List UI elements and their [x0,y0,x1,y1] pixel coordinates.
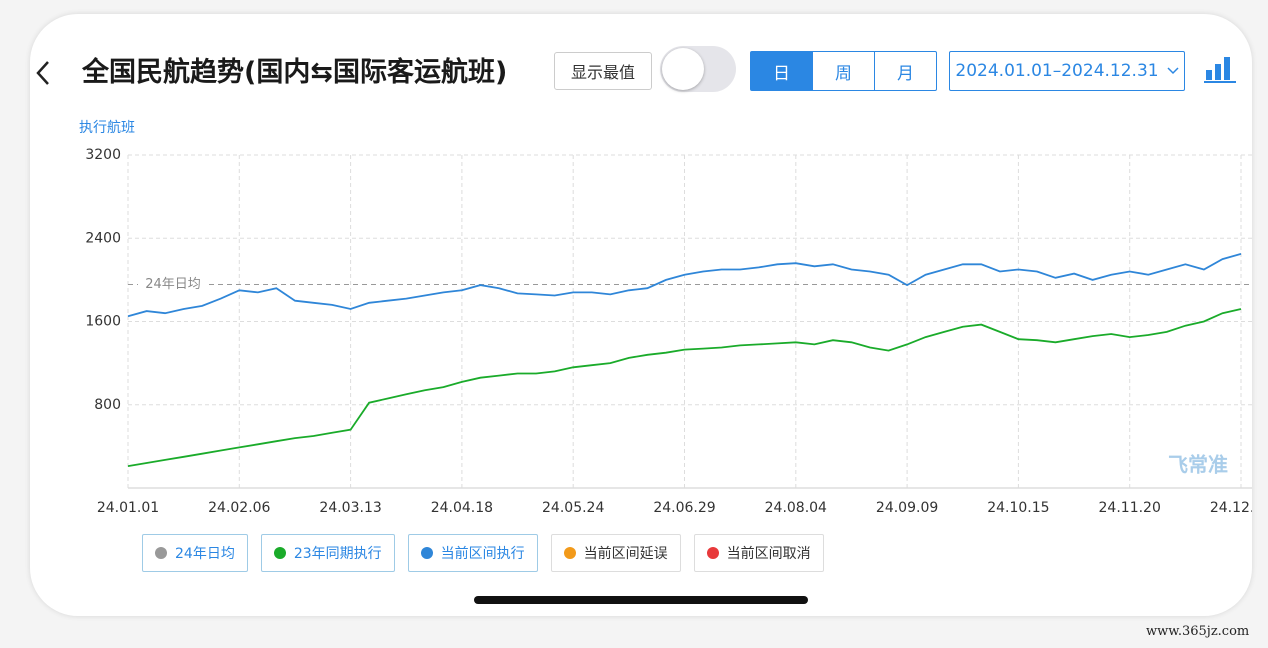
x-tick-label: 24.03.13 [319,500,381,516]
reference-label-bg [138,275,208,294]
legend-label: 当前区间执行 [440,546,525,562]
y-axis-label: 执行航班 [79,120,135,136]
chart-icon[interactable] [1204,54,1238,84]
period-tab[interactable]: 周 [812,52,874,90]
x-tick-label: 24.02.06 [208,500,270,516]
show-max-button[interactable]: 显示最值 [554,52,652,90]
y-tick-label: 3200 [85,147,121,163]
legend-dot [706,547,719,559]
back-icon[interactable] [34,58,52,88]
legend-label: 23年同期执行 [293,546,382,562]
legend-item[interactable]: 当前区间延误 [550,534,681,572]
legend-item[interactable]: 当前区间执行 [407,534,538,572]
reference-label: 24年日均 [145,277,201,292]
y-tick-label: 2400 [85,230,121,246]
y-tick-label: 800 [94,397,121,413]
legend-item[interactable]: 23年同期执行 [260,534,395,572]
x-tick-label: 24.09.09 [876,500,938,516]
date-range-text: 2024.01.01–2024.12.31 [955,61,1159,81]
legend-label: 当前区间延误 [583,546,668,562]
series-line [127,308,1242,467]
x-tick-label: 24.08.04 [765,500,827,516]
legend: 24年日均 23年同期执行 当前区间执行 当前区间延误 当前区间取消 [142,534,824,572]
x-tick-label: 24.12.26 [1210,500,1252,516]
legend-label: 当前区间取消 [726,546,811,562]
period-tab[interactable]: 月 [874,52,936,90]
x-tick-label: 24.10.15 [987,500,1049,516]
period-tabs: 日 周 月 [750,51,937,91]
chevron [1167,67,1179,75]
toggle[interactable] [660,46,736,92]
legend-dot [273,547,286,559]
watermark: 飞常准 [1168,453,1228,477]
title: 全国民航趋势(国内⇆国际客运航班) [82,57,508,88]
x-tick-label: 24.05.24 [542,500,604,516]
legend-item[interactable]: 当前区间取消 [693,534,824,572]
app-card: 全国民航趋势(国内⇆国际客运航班) 显示最值 日 周 月 2024.01.01–… [30,14,1252,616]
date-range[interactable]: 2024.01.01–2024.12.31 [949,51,1185,91]
period-tab[interactable]: 日 [751,52,812,90]
legend-label: 24年日均 [175,546,235,562]
x-tick-label: 24.04.18 [431,500,493,516]
x-tick-label: 24.06.29 [653,500,715,516]
legend-dot [420,547,433,559]
legend-dot [563,547,576,559]
legend-dot [155,547,167,559]
legend-item[interactable]: 24年日均 [142,534,248,572]
series-line [127,253,1242,318]
site-watermark: www.365jz.com [1146,624,1250,639]
x-tick-label: 24.11.20 [1099,500,1161,516]
chart: 执行航班 飞常准 800 1600 2400 3200 24.01.01 24.02.06… [79,120,1252,516]
y-tick-label: 1600 [85,314,121,330]
home-indicator [474,596,808,604]
x-tick-label: 24.01.01 [97,500,159,516]
